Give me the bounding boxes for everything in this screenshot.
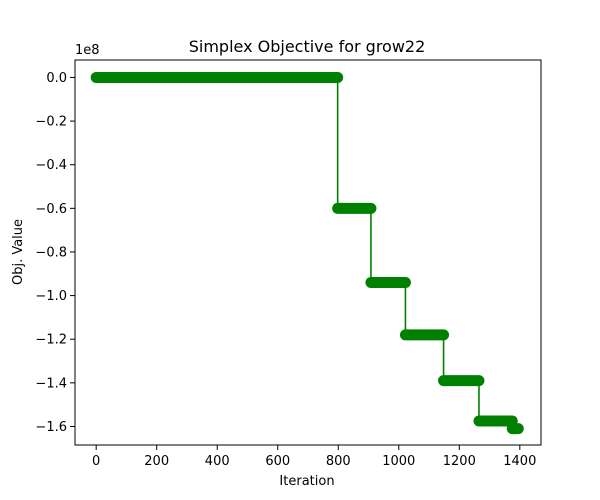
axes-frame — [74, 59, 542, 446]
x-tick-label-4: 800 — [326, 454, 351, 469]
y-tick-label-4: −0.8 — [35, 245, 67, 260]
y-offset-label: 1e8 — [75, 43, 100, 58]
x-axis-label: Iteration — [279, 474, 334, 489]
x-tick-label-5: 1000 — [382, 454, 415, 469]
y-tick-label-2: −0.4 — [35, 158, 67, 173]
x-tick-label-3: 600 — [265, 454, 290, 469]
y-tick-label-3: −0.6 — [35, 202, 67, 217]
plot-area: 0 200 400 600 800 1000 1200 1400 0.0 −0.2 −0.4 −0.6… — [35, 59, 542, 469]
y-tick-label-5: −1.0 — [35, 289, 67, 304]
x-tick-label-7: 1400 — [503, 454, 536, 469]
y-tick-label-1: −0.2 — [35, 115, 67, 130]
x-tick-label-0: 0 — [92, 454, 100, 469]
chart-title: Simplex Objective for grow22 — [189, 37, 426, 56]
x-tick-label-2: 400 — [205, 454, 230, 469]
x-tick-label-1: 200 — [144, 454, 169, 469]
y-tick-label-6: −1.2 — [35, 333, 67, 348]
y-tick-label-0: 0.0 — [46, 71, 67, 86]
y-tick-label-8: −1.6 — [35, 420, 67, 435]
x-tick-label-6: 1200 — [443, 454, 476, 469]
y-tick-label-7: −1.4 — [35, 376, 67, 391]
y-axis-label: Obj. Value — [11, 219, 26, 285]
